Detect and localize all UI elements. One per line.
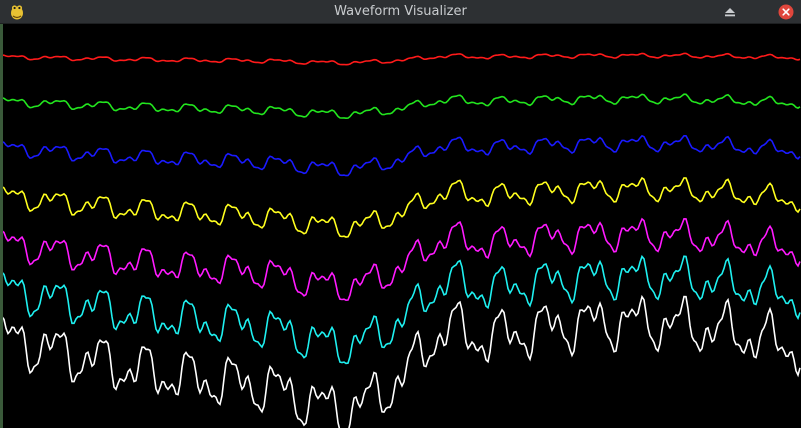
waveform-line-6 [0,254,801,365]
close-icon[interactable] [777,3,795,21]
waveform-canvas [0,24,801,428]
python-snake-icon [8,3,26,21]
waveform-line-2 [0,93,801,120]
waveform-line-1 [0,52,801,66]
waveform-line-3 [0,134,801,177]
waveform-line-4 [0,176,801,238]
window-title: Waveform Visualizer [334,4,467,19]
waveform-plot [0,52,801,428]
canvas-left-edge [0,24,3,428]
title-bar[interactable]: Waveform Visualizer [0,0,801,24]
waveform-line-5 [0,217,801,302]
eject-icon[interactable] [721,3,739,21]
waveform-line-7 [0,294,801,428]
